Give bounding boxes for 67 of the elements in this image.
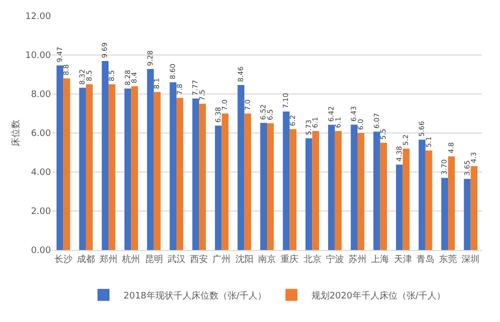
- bar: [260, 122, 267, 250]
- legend-label: 规划2020年千人床位（张/千人）: [311, 290, 446, 302]
- bar: [214, 126, 222, 250]
- bar: [282, 112, 290, 250]
- bar: [373, 132, 380, 250]
- bar: [102, 61, 109, 250]
- bar: [86, 84, 93, 250]
- bar: [464, 178, 471, 250]
- x-tick-label: 北京: [303, 254, 322, 265]
- x-tick-label: 杭州: [121, 254, 140, 265]
- bar: [63, 78, 70, 250]
- x-tick-label: 宁波: [326, 254, 344, 265]
- bar: [380, 142, 387, 250]
- bar: [418, 140, 426, 250]
- bar: [305, 138, 312, 250]
- x-tick-label: 郑州: [100, 254, 118, 265]
- y-tick-label: 8.00: [30, 90, 52, 100]
- bar: [199, 104, 206, 250]
- bar: [56, 65, 64, 250]
- x-tick-label: 成都: [76, 254, 95, 265]
- bar: [350, 124, 358, 250]
- bar: [441, 178, 448, 250]
- bar: [176, 98, 184, 250]
- bar: [79, 88, 86, 250]
- legend-label: 2018年现状千人床位数（张/千人）: [124, 290, 266, 302]
- bar: [312, 131, 320, 250]
- bar: [402, 148, 410, 250]
- bar: [267, 123, 274, 250]
- bar: [124, 88, 132, 250]
- y-tick-label: 0.00: [30, 246, 52, 256]
- bar: [154, 92, 161, 250]
- y-tick-label: 2.00: [30, 207, 52, 218]
- bar: [328, 124, 335, 250]
- y-tick-label: 12.00: [25, 12, 52, 22]
- bar: [108, 84, 116, 250]
- bar: [470, 166, 478, 250]
- x-tick-label: 昆明: [144, 254, 163, 265]
- x-tick-label: 东莞: [439, 254, 458, 265]
- y-tick-label: 6.00: [30, 129, 52, 140]
- x-tick-label: 青岛: [416, 254, 434, 265]
- x-tick-label: 广州: [212, 254, 231, 265]
- bar: [425, 150, 432, 250]
- bar: [358, 133, 364, 250]
- x-tick-label: 武汉: [167, 254, 186, 265]
- bar: [244, 114, 252, 250]
- x-tick-label: 长沙: [54, 254, 72, 265]
- x-tick-label: 天津: [394, 254, 412, 265]
- x-tick-label: 上海: [371, 254, 390, 265]
- x-tick-label: 西安: [190, 254, 208, 265]
- x-tick-label: 沈阳: [235, 254, 254, 265]
- x-tick-label: 南京: [258, 254, 276, 265]
- x-tick-label: 深圳: [462, 254, 480, 265]
- bar: [290, 129, 296, 250]
- bar: [192, 98, 200, 250]
- bar: [334, 131, 342, 250]
- bar: [170, 82, 176, 250]
- bar: [131, 86, 138, 250]
- y-tick-label: 10.00: [25, 51, 52, 62]
- y-tick-label: 4.00: [30, 168, 52, 178]
- y-axis-title: 床位数: [10, 120, 22, 146]
- bar: [396, 164, 403, 250]
- bar: [222, 114, 229, 250]
- bar: [448, 156, 455, 250]
- x-tick-label: 重庆: [280, 254, 299, 265]
- bar: [147, 69, 154, 250]
- bar: [238, 85, 244, 250]
- x-tick-label: 苏州: [348, 254, 367, 265]
